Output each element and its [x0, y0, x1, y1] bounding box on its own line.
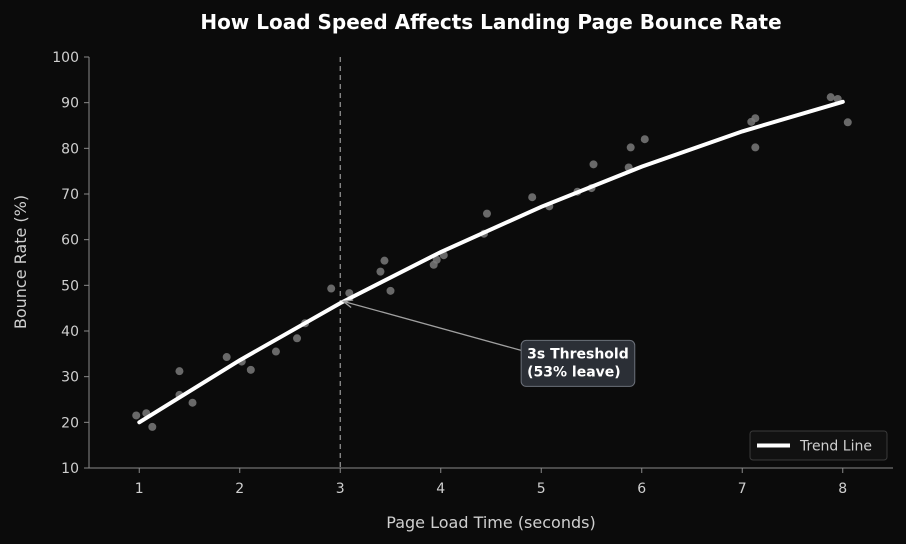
scatter-points [132, 93, 852, 431]
y-tick-label: 80 [61, 141, 79, 157]
x-tick-label: 8 [838, 481, 847, 497]
scatter-point [188, 398, 197, 407]
scatter-point [589, 160, 598, 169]
scatter-point [482, 209, 491, 218]
scatter-point [640, 135, 649, 144]
scatter-point [751, 114, 760, 123]
y-ticks: 10 20 30 40 50 60 70 80 90 100 [52, 50, 89, 477]
scatter-point [386, 286, 395, 295]
scatter-point [751, 143, 760, 152]
annotation-arrowhead [341, 299, 354, 309]
scatter-point [432, 255, 441, 264]
legend-box [749, 430, 888, 461]
threshold-annotation: 3s Threshold (53% leave) [341, 299, 636, 387]
y-tick-label: 20 [61, 415, 79, 431]
scatter-point [376, 267, 385, 276]
annotation-line-2: (53% leave) [527, 364, 621, 380]
annotation-line-1: 3s Threshold [527, 346, 629, 362]
y-tick-label: 60 [61, 233, 79, 249]
annotation-box [520, 339, 636, 387]
annotation-arrow [343, 300, 522, 352]
x-ticks: 1 2 3 4 5 6 7 8 [135, 468, 847, 497]
scatter-point [175, 367, 184, 376]
legend: Trend Line [749, 430, 888, 461]
x-tick-label: 5 [537, 481, 546, 497]
y-axis-label: Bounce Rate (%) [11, 195, 30, 329]
scatter-point [246, 365, 255, 374]
x-tick-label: 2 [235, 481, 244, 497]
y-tick-label: 30 [61, 370, 79, 386]
y-tick-label: 70 [61, 187, 79, 203]
scatter-point [222, 353, 231, 362]
x-tick-label: 3 [336, 481, 345, 497]
scatter-point [345, 289, 354, 298]
scatter-point [826, 93, 835, 102]
chart-title: How Load Speed Affects Landing Page Boun… [200, 10, 781, 34]
x-tick-label: 4 [436, 481, 445, 497]
axes: 1 2 3 4 5 6 7 8 10 20 30 40 50 60 70 80 90 100 [52, 50, 893, 497]
scatter-point [843, 118, 852, 127]
y-tick-label: 100 [52, 50, 79, 66]
y-tick-label: 90 [61, 96, 79, 112]
x-tick-label: 6 [637, 481, 646, 497]
scatter-point [327, 284, 336, 293]
x-tick-label: 7 [738, 481, 747, 497]
y-tick-label: 40 [61, 324, 79, 340]
x-axis-label: Page Load Time (seconds) [386, 513, 595, 532]
scatter-point [148, 422, 157, 431]
y-tick-label: 50 [61, 278, 79, 294]
x-tick-label: 1 [135, 481, 144, 497]
scatter-point [271, 347, 280, 356]
legend-label-trend: Trend Line [799, 439, 872, 455]
scatter-point [293, 334, 302, 343]
scatter-point [528, 193, 537, 202]
scatter-point [380, 256, 389, 265]
scatter-point [132, 411, 141, 420]
y-tick-label: 10 [61, 461, 79, 477]
scatter-point [626, 143, 635, 152]
trend-line [137, 99, 845, 425]
